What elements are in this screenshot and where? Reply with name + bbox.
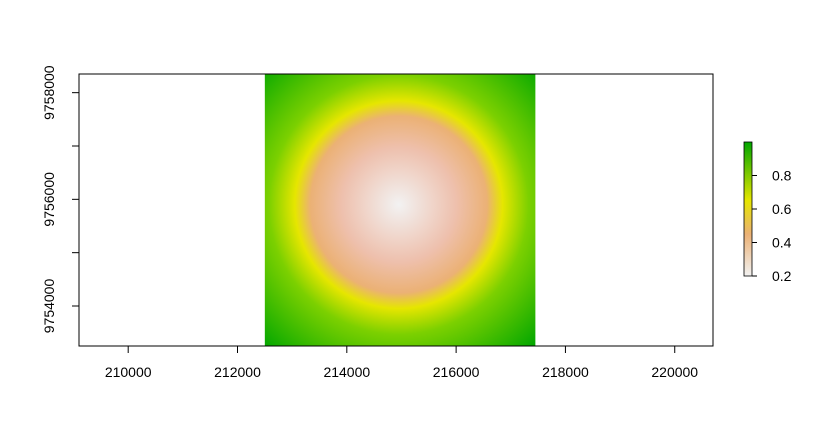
y-axis: 9754000 9756000 9758000 [41, 65, 80, 334]
raster-layer [264, 74, 536, 346]
x-tick-label: 210000 [105, 364, 152, 380]
x-tick-label: 218000 [542, 364, 589, 380]
color-legend: 0.2 0.4 0.6 0.8 [743, 141, 792, 284]
legend-tick-label: 0.8 [772, 168, 792, 184]
x-tick-label: 214000 [323, 364, 370, 380]
x-tick-label: 216000 [433, 364, 480, 380]
legend-tick-label: 0.2 [772, 268, 792, 284]
y-tick-label: 9756000 [41, 172, 57, 227]
x-tick-label: 220000 [651, 364, 698, 380]
legend-colorbar [743, 141, 753, 277]
x-axis: 210000 212000 214000 216000 218000 220000 [105, 345, 698, 380]
y-tick-label: 9754000 [41, 279, 57, 334]
y-tick-label: 9758000 [41, 65, 57, 120]
legend-tick-label: 0.6 [772, 201, 792, 217]
raster-cells [264, 74, 536, 346]
legend-tick-label: 0.4 [772, 235, 792, 251]
x-tick-label: 212000 [214, 364, 261, 380]
